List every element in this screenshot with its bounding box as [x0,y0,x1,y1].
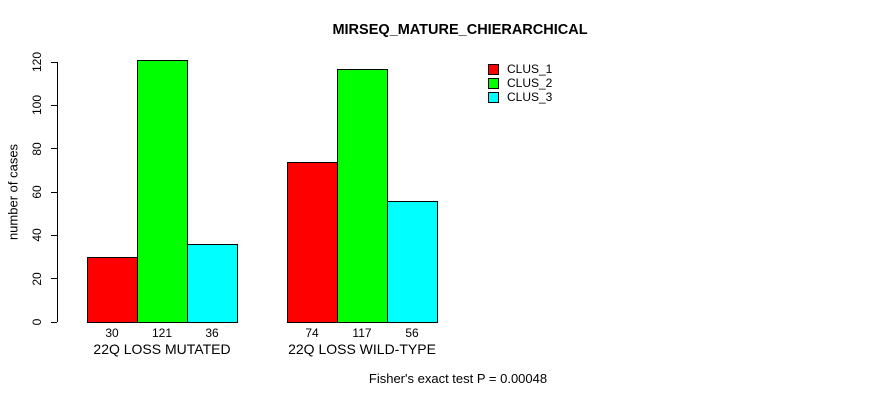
legend-item: CLUS_2 [488,76,552,90]
y-axis-line [57,62,58,322]
legend-label: CLUS_1 [507,62,553,76]
bar-clus_1 [287,162,338,323]
bar-value-label: 74 [305,326,319,340]
chart-title: MIRSEQ_MATURE_CHIERARCHICAL [332,22,588,38]
bar-value-label: 121 [151,326,173,340]
y-axis-tick-label: 120 [30,51,44,73]
y-axis-tick [51,61,57,63]
y-axis-tick-label: 60 [30,185,44,199]
bar-clus_1 [87,257,138,323]
y-axis-tick [51,191,57,193]
y-axis-tick-label: 40 [30,228,44,243]
legend: CLUS_1 CLUS_2 CLUS_3 [488,62,552,104]
y-axis-tick [51,278,57,280]
legend-swatch-clus_3 [488,91,499,103]
y-axis-tick [51,148,57,150]
bar-value-label: 30 [105,326,119,340]
category-label: 22Q LOSS MUTATED [93,341,231,357]
y-axis-title: number of cases [5,143,21,241]
legend-swatch-clus_2 [488,77,499,89]
y-axis-tick [51,104,57,106]
bar-value-label: 56 [405,326,419,340]
bar-clus_2 [137,60,188,323]
legend-item: CLUS_1 [488,62,552,76]
y-axis-tick [51,321,57,323]
y-axis-tick-label: 0 [30,318,44,326]
legend-label: CLUS_3 [507,90,553,104]
y-axis-tick-label: 20 [30,271,44,286]
bar-clus_3 [387,201,438,323]
annotation-text: Fisher's exact test P = 0.00048 [368,371,548,386]
bar-clus_2 [337,69,388,323]
y-axis-tick-label: 100 [30,95,44,116]
y-axis-tick-label: 80 [30,141,44,156]
legend-swatch-clus_1 [488,63,499,75]
bar-clus_3 [187,244,238,323]
bar-value-label: 36 [205,326,219,340]
y-axis-tick [51,234,57,236]
legend-item: CLUS_3 [488,90,552,104]
bar-value-label: 117 [352,326,372,340]
category-label: 22Q LOSS WILD-TYPE [288,341,436,357]
legend-label: CLUS_2 [507,76,553,90]
